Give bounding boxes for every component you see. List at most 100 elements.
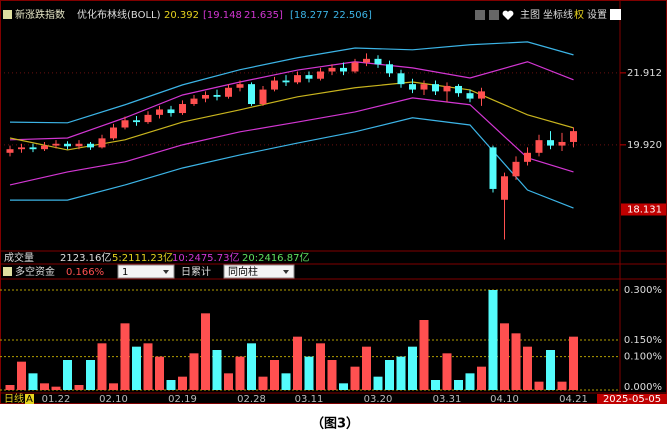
candle-body	[133, 120, 140, 123]
candle-body	[501, 176, 508, 200]
candle-body	[64, 143, 71, 147]
bar	[132, 346, 141, 390]
volume-label: 成交量	[4, 251, 34, 264]
bar	[523, 346, 532, 390]
candle-body	[351, 62, 359, 72]
candle-body	[259, 89, 267, 105]
bar	[500, 323, 509, 390]
candle-body	[455, 85, 462, 94]
candle-body	[489, 147, 497, 189]
zoom-out[interactable]	[489, 10, 499, 20]
button[interactable]: 坐标线	[543, 8, 573, 21]
bar	[534, 381, 544, 390]
bar	[28, 373, 38, 390]
zoom-in[interactable]	[475, 10, 485, 20]
bar	[143, 343, 153, 390]
index-name: 新涨跌指数	[15, 8, 65, 21]
candle-body	[18, 147, 25, 150]
candle-body	[432, 84, 439, 92]
dropdown-arrow	[163, 270, 169, 274]
flag: A	[26, 394, 33, 405]
x-tick-label: 02.28	[237, 394, 266, 405]
bar	[557, 381, 567, 390]
bar	[419, 320, 429, 390]
bar	[166, 380, 176, 390]
bar	[189, 353, 199, 390]
highlight-box	[621, 203, 666, 216]
favorite[interactable]	[502, 10, 514, 20]
bar	[454, 380, 463, 390]
bar	[258, 376, 268, 390]
bar	[373, 376, 383, 390]
y-tick-label: 0.150%	[624, 335, 662, 346]
collapse[interactable]	[610, 9, 621, 20]
bar	[109, 383, 118, 390]
candle-body	[420, 84, 428, 90]
candle-body	[478, 91, 485, 99]
candle-body	[443, 85, 451, 92]
candle-body	[524, 152, 531, 162]
bar	[431, 380, 440, 390]
candle-body	[512, 161, 520, 177]
candle-body	[225, 87, 232, 97]
bar	[270, 360, 279, 390]
candle-body	[363, 58, 370, 63]
bar	[304, 356, 314, 390]
bar	[224, 373, 233, 390]
candle-body	[271, 80, 278, 90]
panel-title: 多空资金	[15, 265, 55, 278]
volume-value: 2123.16亿	[60, 251, 111, 264]
button[interactable]: 主图	[520, 9, 540, 21]
boll-line	[10, 117, 574, 209]
bar	[40, 383, 49, 390]
bar	[546, 350, 555, 390]
bar	[385, 360, 394, 390]
bar	[488, 290, 498, 390]
y-tick-label: 21.912	[627, 68, 662, 79]
candle-body	[305, 75, 313, 79]
bar	[362, 346, 371, 390]
bar	[442, 353, 452, 390]
dropdown-arrow	[283, 270, 289, 274]
candle-body	[535, 140, 543, 153]
mode-select[interactable]	[223, 264, 295, 279]
bar	[74, 385, 84, 390]
bar	[201, 313, 210, 390]
background	[0, 0, 667, 404]
bar	[212, 350, 222, 390]
bar	[178, 376, 187, 390]
x-tick-label: 03.31	[433, 394, 462, 405]
x-tick-label: 04.21	[559, 394, 588, 405]
boll-line	[9, 41, 574, 124]
bar	[120, 323, 130, 390]
help-icon[interactable]	[3, 267, 12, 276]
candle-body	[294, 75, 301, 83]
bar	[465, 373, 475, 390]
boll-band: 21.635]	[244, 10, 283, 21]
flag-box	[25, 394, 34, 404]
boll-band: [19.148	[203, 10, 242, 21]
boll-line	[9, 61, 574, 141]
bar	[477, 366, 486, 390]
button[interactable]: 权	[574, 8, 584, 21]
candle-body	[179, 104, 186, 114]
period: 日线	[4, 392, 24, 405]
y-tick-label: 0.100%	[624, 352, 662, 363]
button[interactable]: 设置	[587, 9, 607, 21]
indicator-name: 优化布林线(BOLL)	[77, 8, 161, 21]
boll-mid: 20.392	[164, 10, 199, 21]
candle-body	[317, 71, 324, 79]
period-select[interactable]	[117, 264, 175, 279]
bar	[293, 336, 302, 390]
help-icon[interactable]	[3, 10, 12, 19]
candle-body	[29, 147, 37, 150]
candle-body	[6, 149, 14, 153]
candle-body	[466, 93, 474, 99]
candle-body	[236, 84, 244, 88]
candle-body	[110, 127, 117, 139]
candle-body	[328, 67, 336, 72]
candle-body	[570, 131, 577, 142]
frame	[0, 0, 667, 404]
candle-body	[190, 98, 198, 105]
